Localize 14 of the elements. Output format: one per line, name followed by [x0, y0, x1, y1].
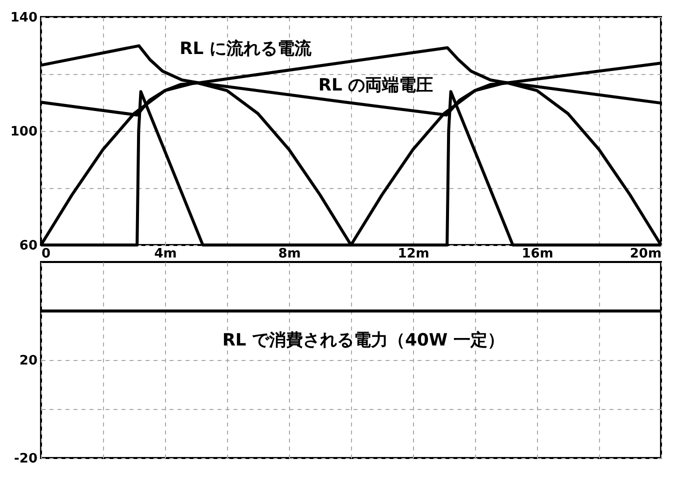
x-tick-label: 4m	[154, 246, 177, 262]
x-tick-label: 20m	[630, 246, 662, 262]
x-tick-label: 0	[42, 246, 51, 262]
annotation: RL で消費される電力（40W 一定）	[222, 330, 504, 350]
y-tick-label: 140	[10, 10, 38, 26]
y-tick-label: -20	[14, 452, 38, 466]
y-tick-label: 60	[19, 238, 38, 254]
y-tick-label: 20	[19, 354, 38, 368]
y-tick-label: 100	[10, 124, 38, 140]
x-tick-label: 12m	[398, 246, 430, 262]
x-tick-label: 8m	[278, 246, 301, 262]
x-tick-label: 16m	[522, 246, 554, 262]
annotation: RL に流れる電流	[180, 38, 313, 59]
annotation: RL の両端電圧	[318, 75, 434, 96]
